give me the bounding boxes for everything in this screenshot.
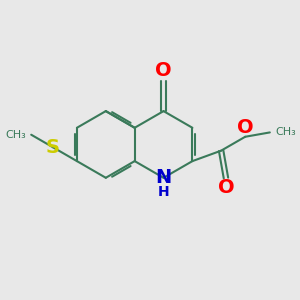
Text: CH₃: CH₃ (275, 128, 296, 137)
Text: H: H (158, 185, 170, 199)
Text: O: O (218, 178, 234, 197)
Text: N: N (155, 168, 172, 187)
Text: O: O (237, 118, 253, 136)
Text: CH₃: CH₃ (5, 130, 26, 140)
Text: O: O (155, 61, 172, 80)
Text: S: S (46, 138, 60, 157)
